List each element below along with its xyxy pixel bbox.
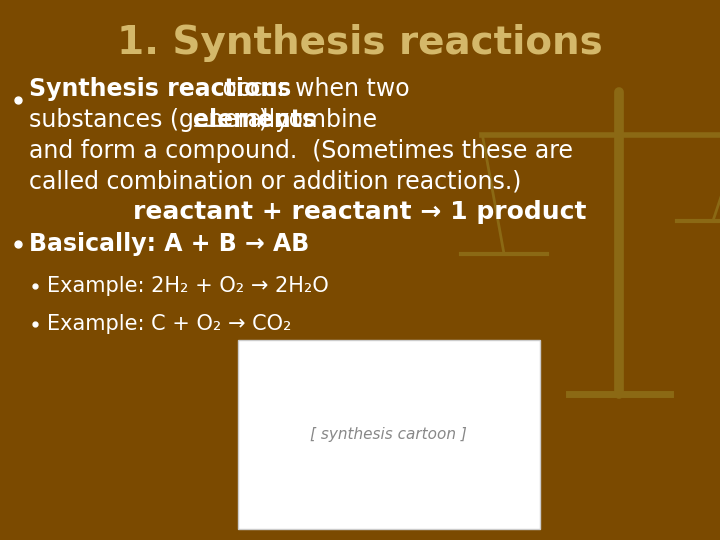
Text: Example: C + O₂ → CO₂: Example: C + O₂ → CO₂ xyxy=(47,314,292,334)
Text: Synthesis reactions: Synthesis reactions xyxy=(29,77,291,101)
Text: and form a compound.  (Sometimes these are: and form a compound. (Sometimes these ar… xyxy=(29,139,573,163)
Text: reactant + reactant → 1 product: reactant + reactant → 1 product xyxy=(133,200,587,224)
Text: [ synthesis cartoon ]: [ synthesis cartoon ] xyxy=(310,427,467,442)
Text: substances (generally: substances (generally xyxy=(29,108,297,132)
Text: 1. Synthesis reactions: 1. Synthesis reactions xyxy=(117,24,603,62)
Text: elements: elements xyxy=(193,108,316,132)
Text: Basically: A + B → AB: Basically: A + B → AB xyxy=(29,232,309,256)
Text: occur when two: occur when two xyxy=(215,77,409,101)
Text: ) combine: ) combine xyxy=(259,108,377,132)
FancyBboxPatch shape xyxy=(238,340,540,529)
Text: called combination or addition reactions.): called combination or addition reactions… xyxy=(29,170,521,193)
Text: Example: 2H₂ + O₂ → 2H₂O: Example: 2H₂ + O₂ → 2H₂O xyxy=(47,276,328,296)
